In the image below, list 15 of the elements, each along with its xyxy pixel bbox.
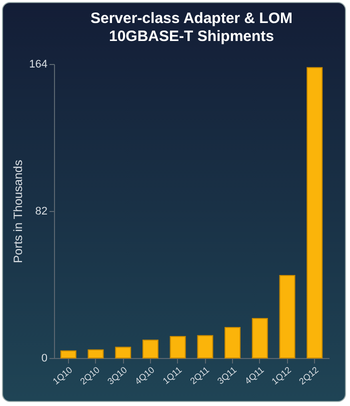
y-tick-label: 0	[41, 352, 48, 364]
y-tick-label: 82	[35, 206, 48, 218]
bar	[142, 340, 158, 358]
bar	[197, 335, 214, 358]
y-axis-title: Ports in Thousands	[11, 160, 26, 264]
bar	[252, 318, 268, 358]
bar	[60, 350, 76, 358]
y-tick-label: 164	[29, 58, 48, 70]
bar	[88, 349, 104, 358]
bar	[115, 346, 132, 358]
bar	[224, 327, 241, 358]
chart-title: Server-class Adapter & LOM 10GBASE-T Shipments	[90, 10, 293, 45]
bar	[306, 67, 323, 358]
bar	[279, 275, 296, 358]
bar	[170, 336, 186, 358]
